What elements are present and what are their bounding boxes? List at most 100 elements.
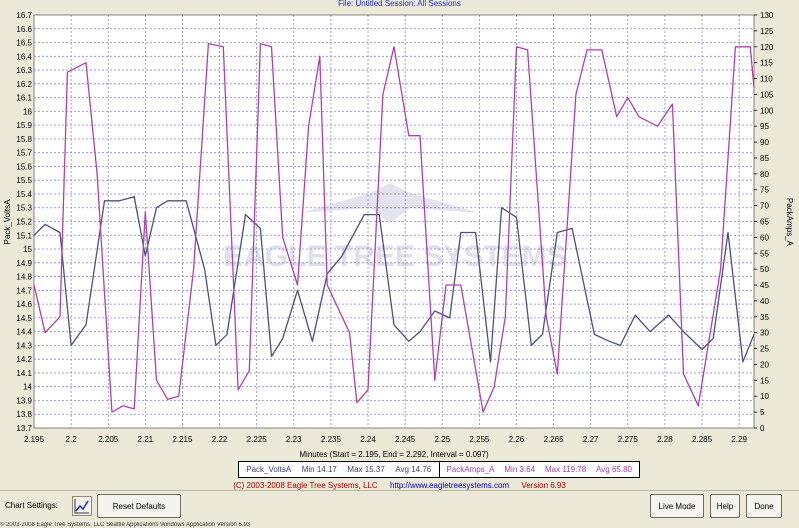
line-chart: EAGLE TREE SYSTEMS 2.195 2.2 2.205 2.21 2.21… bbox=[3, 11, 794, 459]
y-left-tick-label: 13.7 bbox=[16, 424, 32, 433]
y-right-tick-label: 105 bbox=[760, 90, 774, 99]
x-tick-label: 2.255 bbox=[469, 435, 490, 444]
y-right-tick-label: 65 bbox=[760, 218, 769, 227]
y-right-tick-label: 25 bbox=[760, 345, 769, 354]
y-left-tick-label: 15.7 bbox=[16, 149, 32, 158]
y-right-tick-label: 55 bbox=[760, 249, 769, 258]
footer-credits: (C) 2003-2008 Eagle Tree Systems, LLC ht… bbox=[0, 481, 799, 490]
x-tick-label: 2.24 bbox=[360, 435, 376, 444]
y-right-tick-label: 110 bbox=[760, 75, 773, 84]
y-right-tick-label: 75 bbox=[760, 186, 769, 195]
x-tick-label: 2.25 bbox=[434, 435, 450, 444]
x-tick-label: 2.235 bbox=[321, 435, 342, 444]
x-tick-label: 2.26 bbox=[509, 435, 525, 444]
y-left-tick-label: 15.6 bbox=[16, 162, 32, 171]
y-left-axis-label: Pack_VoltsA bbox=[3, 199, 12, 245]
x-axis-label: Minutes (Start = 2.195, End = 2.292, Int… bbox=[299, 450, 489, 459]
x-tick-label: 2.245 bbox=[395, 435, 416, 444]
y-left-tick-label: 15.5 bbox=[16, 176, 32, 185]
y-right-tick-label: 125 bbox=[760, 27, 774, 36]
legend-name: Pack_VoltsA bbox=[246, 465, 292, 474]
y-right-tick-label: 50 bbox=[760, 265, 769, 274]
x-tick-label: 2.27 bbox=[583, 435, 599, 444]
y-left-tick-label: 15.2 bbox=[16, 218, 32, 227]
y-right-tick-labels: 0 5 10 15 20 25 30 35 40 45 50 55 60 65 70 75 80 85 90 95 10… bbox=[754, 11, 774, 433]
watermark-text: EAGLE TREE SYSTEMS bbox=[223, 240, 566, 273]
legend-name: PackAmps_A bbox=[446, 465, 495, 474]
chart-settings-label: Chart Settings: bbox=[5, 501, 58, 510]
y-left-tick-label: 15.4 bbox=[16, 190, 32, 199]
legend-series-voltsa: Pack_VoltsA Min 14.17 Max 15.37 Avg 14.7… bbox=[239, 462, 440, 477]
x-tick-label: 2.23 bbox=[286, 435, 302, 444]
x-tick-label: 2.275 bbox=[618, 435, 639, 444]
x-tick-label: 2.285 bbox=[692, 435, 713, 444]
y-right-axis-label: PackAmps_A bbox=[785, 198, 794, 247]
copyright-text: (C) 2003-2008 Eagle Tree Systems, LLC bbox=[233, 481, 378, 490]
y-right-tick-label: 95 bbox=[760, 122, 769, 131]
y-left-tick-label: 14.2 bbox=[16, 355, 32, 364]
x-tick-label: 2.21 bbox=[138, 435, 154, 444]
grid-horizontal bbox=[34, 28, 754, 415]
help-button[interactable]: Help bbox=[710, 494, 740, 518]
legend-min: Min 14.17 bbox=[301, 465, 337, 474]
legend-min: Min 3.64 bbox=[504, 465, 536, 474]
live-mode-button[interactable]: Live Mode bbox=[650, 494, 704, 518]
y-left-tick-label: 16.2 bbox=[16, 80, 32, 89]
y-right-tick-label: 70 bbox=[760, 202, 769, 211]
y-left-tick-label: 14.9 bbox=[16, 259, 32, 268]
x-tick-label: 2.265 bbox=[544, 435, 565, 444]
series-line-packamps-a bbox=[33, 42, 755, 413]
watermark-logo: EAGLE TREE SYSTEMS bbox=[223, 183, 567, 273]
legend-series-ampsa: PackAmps_A Min 3.64 Max 119.78 Avg 65.80 bbox=[440, 462, 640, 477]
y-left-tick-label: 16.4 bbox=[16, 52, 32, 61]
y-right-tick-label: 0 bbox=[760, 424, 765, 433]
y-left-tick-label: 15 bbox=[23, 245, 32, 254]
x-tick-label: 2.22 bbox=[212, 435, 228, 444]
y-right-tick-label: 30 bbox=[760, 329, 769, 338]
y-right-tick-label: 85 bbox=[760, 154, 769, 163]
y-left-tick-label: 16.6 bbox=[16, 25, 32, 34]
done-button[interactable]: Done bbox=[746, 494, 782, 518]
series-line-pack-voltsa bbox=[33, 196, 755, 363]
y-left-tick-label: 16.5 bbox=[16, 39, 32, 48]
x-tick-label: 2.205 bbox=[98, 435, 119, 444]
y-left-tick-label: 16.7 bbox=[16, 11, 32, 20]
y-left-tick-label: 16.3 bbox=[16, 66, 32, 75]
y-right-tick-label: 130 bbox=[760, 11, 774, 20]
y-left-tick-labels: 13.7 13.8 13.9 14 14.1 14.2 14.3 14.4 14.5 14.6 14… bbox=[16, 11, 32, 433]
y-right-tick-label: 40 bbox=[760, 297, 769, 306]
chart-settings-icon[interactable] bbox=[72, 496, 92, 516]
y-right-tick-label: 80 bbox=[760, 170, 769, 179]
y-left-tick-label: 14.3 bbox=[16, 341, 32, 350]
legend: Pack_VoltsA Min 14.17 Max 15.37 Avg 14.7… bbox=[238, 461, 640, 478]
y-right-tick-label: 5 bbox=[760, 408, 765, 417]
y-left-tick-label: 16 bbox=[23, 107, 32, 116]
y-left-tick-label: 14 bbox=[23, 383, 32, 392]
y-left-tick-label: 13.8 bbox=[16, 410, 32, 419]
legend-max: Max 15.37 bbox=[347, 465, 385, 474]
y-left-tick-label: 14.7 bbox=[16, 286, 32, 295]
y-left-tick-label: 14.1 bbox=[16, 369, 32, 378]
y-left-tick-label: 15.8 bbox=[16, 135, 32, 144]
y-right-tick-label: 60 bbox=[760, 233, 769, 242]
y-right-tick-label: 90 bbox=[760, 138, 769, 147]
y-left-tick-label: 16.1 bbox=[16, 94, 32, 103]
y-left-tick-label: 13.9 bbox=[16, 396, 32, 405]
y-left-tick-label: 14.4 bbox=[16, 328, 32, 337]
bottom-toolbar: Chart Settings: Reset Defaults Live Mode… bbox=[0, 490, 799, 523]
website-link[interactable]: http://www.eagletreesystems.com bbox=[389, 481, 510, 490]
x-tick-label: 2.29 bbox=[731, 435, 747, 444]
x-tick-label: 2.195 bbox=[24, 435, 45, 444]
y-right-tick-label: 120 bbox=[760, 43, 774, 52]
watermark-eagle bbox=[300, 183, 480, 223]
y-right-tick-label: 115 bbox=[760, 59, 773, 68]
y-right-tick-label: 100 bbox=[760, 106, 774, 115]
y-left-tick-label: 14.6 bbox=[16, 300, 32, 309]
legend-max: Max 119.78 bbox=[544, 465, 587, 474]
x-tick-label: 2.215 bbox=[172, 435, 193, 444]
y-left-tick-label: 15.1 bbox=[16, 231, 32, 240]
window-caption: File: Untitled Session: All Sessions bbox=[338, 0, 461, 8]
x-tick-label: 2.225 bbox=[247, 435, 268, 444]
y-left-tick-label: 14.8 bbox=[16, 273, 32, 282]
reset-defaults-button[interactable]: Reset Defaults bbox=[97, 494, 181, 518]
